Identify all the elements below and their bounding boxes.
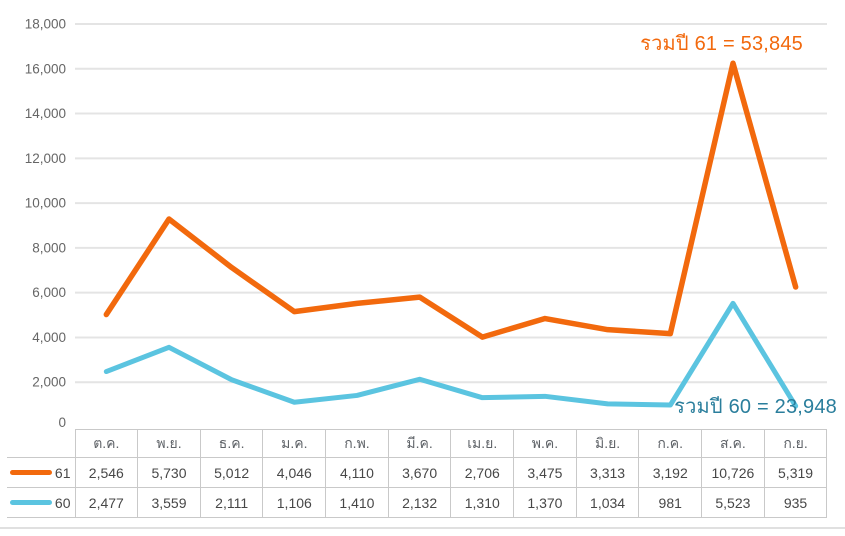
y-axis-tick-label: 18,000 — [25, 17, 66, 32]
y-axis-tick-label: 12,000 — [25, 151, 66, 166]
value-cell: 4,110 — [325, 457, 389, 488]
value-cell: 2,111 — [199, 487, 264, 518]
value-cell: 2,132 — [387, 487, 452, 518]
legend-cell-61: 61 — [7, 457, 76, 488]
value-cell: 3,475 — [513, 457, 577, 488]
y-axis-tick-label: 2,000 — [32, 375, 66, 390]
series-line-60 — [103, 300, 799, 409]
y-axis-tick-label: 8,000 — [32, 240, 66, 255]
bottom-divider — [0, 527, 845, 529]
value-cell: 981 — [638, 487, 703, 518]
month-header-cell: ธ.ค. — [199, 429, 264, 458]
value-cell: 3,559 — [137, 487, 201, 518]
value-cell: 5,012 — [199, 457, 264, 488]
value-cell: 2,706 — [450, 457, 515, 488]
legend-label: 61 — [54, 464, 71, 481]
month-header-cell: มิ.ย. — [575, 429, 640, 458]
table-row-60: 60 2,477 3,559 2,111 1,106 1,410 2,132 1,310 1,3… — [7, 487, 828, 518]
legend-cell-60: 60 — [7, 487, 76, 518]
y-axis-tick-label: 10,000 — [25, 196, 66, 211]
value-cell: 2,477 — [74, 487, 139, 518]
value-cell: 10,726 — [701, 457, 765, 488]
month-header-cell: พ.ค. — [513, 429, 577, 458]
value-cell: 5,319 — [763, 457, 828, 488]
value-cell: 1,106 — [262, 487, 327, 518]
value-cell: 3,670 — [387, 457, 452, 488]
value-cell: 1,310 — [450, 487, 515, 518]
table-header-row: ต.ค. พ.ย. ธ.ค. ม.ค. ก.พ. มี.ค. เม.ย. พ.ค. มิ.ย. ก… — [7, 429, 828, 458]
value-cell: 5,523 — [701, 487, 765, 518]
y-axis-tick-label: 14,000 — [25, 106, 66, 121]
month-header-cell: ส.ค. — [701, 429, 765, 458]
y-axis-tick-label: 0 — [58, 415, 66, 428]
data-table: ต.ค. พ.ย. ธ.ค. ม.ค. ก.พ. มี.ค. เม.ย. พ.ค. มิ.ย. ก… — [7, 429, 828, 518]
annotation-total-61: รวมปี 61 = 53,845 — [640, 33, 803, 55]
month-header-cell: ก.ย. — [763, 429, 828, 458]
legend-header-spacer — [7, 430, 75, 458]
value-cell: 1,410 — [325, 487, 389, 518]
legend-label: 60 — [54, 494, 71, 511]
month-header-cell: พ.ย. — [137, 429, 201, 458]
series-line-61 — [103, 60, 799, 340]
month-header-cell: ต.ค. — [74, 429, 139, 458]
y-axis-tick-label: 16,000 — [25, 61, 66, 76]
month-header-cell: มี.ค. — [387, 429, 452, 458]
month-header-cell: เม.ย. — [450, 429, 515, 458]
value-cell: 2,546 — [74, 457, 139, 488]
legend-line-swatch-61 — [9, 470, 52, 475]
value-cell: 1,034 — [575, 487, 640, 518]
legend-line-swatch-60 — [9, 500, 52, 505]
value-cell: 4,046 — [262, 457, 327, 488]
value-cell: 3,192 — [638, 457, 703, 488]
annotation-total-60: รวมปี 60 = 23,948 — [674, 396, 837, 418]
y-axis-tick-label: 6,000 — [32, 285, 66, 300]
value-cell: 935 — [763, 487, 828, 518]
value-cell: 5,730 — [137, 457, 201, 488]
y-axis-tick-label: 4,000 — [32, 330, 66, 345]
month-header-cell: ก.ค. — [638, 429, 703, 458]
month-header-cell: ก.พ. — [325, 429, 389, 458]
value-cell: 3,313 — [575, 457, 640, 488]
month-header-cell: ม.ค. — [262, 429, 327, 458]
table-row-61: 61 2,546 5,730 5,012 4,046 4,110 3,670 2,706 3,4… — [7, 457, 828, 488]
value-cell: 1,370 — [513, 487, 577, 518]
line-chart: 0 2,000 4,000 6,000 8,000 10,000 12,000 14,000 1… — [25, 17, 827, 428]
